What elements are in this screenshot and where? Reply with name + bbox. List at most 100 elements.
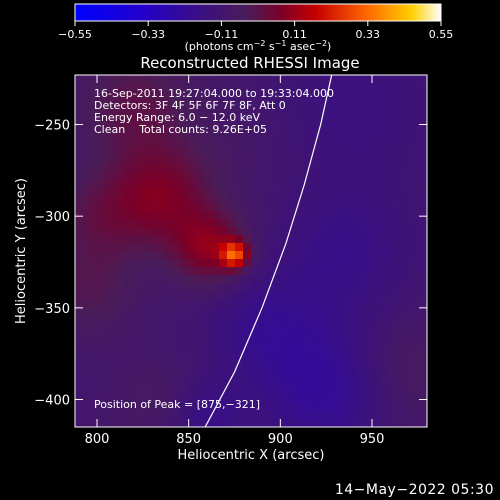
heatmap-cell [147,155,156,164]
heatmap-cell [75,211,84,220]
heatmap-cell [163,219,172,228]
heatmap-cell [347,171,356,180]
heatmap-cell [147,331,156,340]
heatmap-cell [123,395,132,404]
heatmap-cell [179,203,188,212]
heatmap-cell [395,307,404,316]
heatmap-cell [275,123,284,132]
heatmap-cell [259,203,268,212]
heatmap-cell [243,163,252,172]
heatmap-cell [419,347,427,356]
heatmap-cell [211,331,220,340]
heatmap-cell [195,339,204,348]
heatmap-cell [203,195,212,204]
heatmap-cell [403,315,412,324]
heatmap-cell [155,203,164,212]
heatmap-cell [347,403,356,412]
heatmap-cell [163,403,172,412]
heatmap-cell [179,139,188,148]
heatmap-cell [259,379,268,388]
heatmap-cell [211,131,220,140]
heatmap-cell [219,339,228,348]
heatmap-cell [171,203,180,212]
heatmap-cell [379,235,388,244]
heatmap-cell [131,315,140,324]
heatmap-cell [307,107,316,116]
heatmap-cell [195,267,204,276]
heatmap-cell [347,115,356,124]
heatmap-cell [195,363,204,372]
heatmap-cell [411,315,420,324]
heatmap-cell [259,235,268,244]
heatmap-cell [299,83,308,92]
heatmap-cell [251,139,260,148]
heatmap-cell [299,411,308,420]
heatmap-cell [83,83,92,92]
heatmap-cell [419,411,427,420]
heatmap-cell [179,387,188,396]
heatmap-cell [371,99,380,108]
heatmap-cell [315,267,324,276]
heatmap-cell [251,387,260,396]
heatmap-cell [411,267,420,276]
heatmap-cell [107,219,116,228]
heatmap-cell [179,147,188,156]
heatmap-cell [155,339,164,348]
heatmap-cell [251,411,260,420]
heatmap-cell [291,187,300,196]
heatmap-cell [107,411,116,420]
heatmap-cell [123,411,132,420]
heatmap-cell [243,99,252,108]
heatmap-cell [219,163,228,172]
heatmap-cell [99,315,108,324]
heatmap-cell [395,291,404,300]
heatmap-cell [267,235,276,244]
heatmap-cell [115,387,124,396]
heatmap-cell [171,243,180,252]
heatmap-cell [227,283,236,292]
heatmap-cell [131,275,140,284]
heatmap-cell [243,131,252,140]
heatmap-cell [291,323,300,332]
heatmap-cell [115,395,124,404]
heatmap-cell [275,187,284,196]
heatmap-cell [267,139,276,148]
heatmap-cell [123,115,132,124]
heatmap-cell [211,299,220,308]
heatmap-cell [203,307,212,316]
heatmap-cell [347,331,356,340]
heatmap-cell [115,163,124,172]
heatmap-cell [259,323,268,332]
heatmap-cell [131,187,140,196]
heatmap-cell [299,363,308,372]
heatmap-cell [387,347,396,356]
heatmap-cell [251,155,260,164]
heatmap-cell [91,107,100,116]
heatmap-cell [155,347,164,356]
heatmap-cell [99,203,108,212]
heatmap-cell [83,251,92,260]
heatmap-cell [411,203,420,212]
heatmap-cell [315,227,324,236]
heatmap-cell [75,219,84,228]
heatmap-cell [299,355,308,364]
heatmap-cell [155,371,164,380]
heatmap-cell [243,275,252,284]
heatmap-cell [379,339,388,348]
heatmap-cell [131,323,140,332]
heatmap-cell [115,139,124,148]
heatmap-cell [179,91,188,100]
heatmap-cell [299,307,308,316]
heatmap-cell [91,251,100,260]
heatmap-cell [291,339,300,348]
heatmap-cell [171,219,180,228]
heatmap-cell [323,371,332,380]
heatmap-cell [307,211,316,220]
heatmap-cell [115,355,124,364]
heatmap-cell [99,243,108,252]
heatmap-cell [411,75,420,84]
heatmap-cell [339,163,348,172]
heatmap-cell [339,347,348,356]
heatmap-cell [259,403,268,412]
heatmap-cell [251,147,260,156]
